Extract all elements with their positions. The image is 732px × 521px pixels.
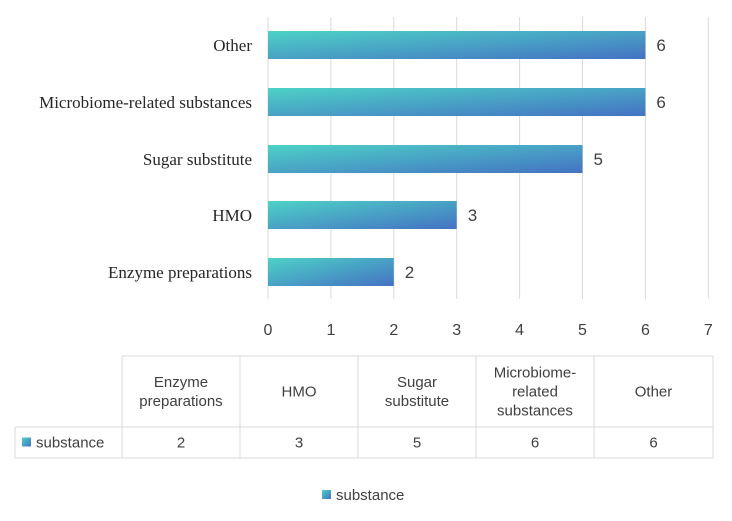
- table-cell: 6: [649, 435, 657, 452]
- table-row-label: substance: [36, 435, 104, 452]
- table-cell: 5: [413, 435, 421, 452]
- x-tick-label: 2: [389, 322, 398, 339]
- category-label: Enzyme preparations: [108, 263, 252, 282]
- x-axis-ticks: 0 1 2 3 4 5 6 7: [264, 322, 713, 339]
- data-label: 5: [594, 150, 603, 169]
- bars: [268, 31, 646, 286]
- legend-label: substance: [336, 487, 404, 504]
- table-cell: 6: [531, 435, 539, 452]
- table-header: Sugar substitute: [385, 374, 449, 410]
- bar: [268, 145, 583, 173]
- data-label: 3: [468, 206, 477, 225]
- legend: substance: [322, 487, 404, 504]
- bar: [268, 31, 646, 59]
- table-header: Other: [635, 384, 673, 401]
- data-table: Enzyme preparations HMO Sugar substitute Micr…: [14, 355, 714, 459]
- x-tick-label: 4: [515, 322, 524, 339]
- x-tick-label: 5: [578, 322, 587, 339]
- data-label: 6: [656, 93, 665, 112]
- category-label: Sugar substitute: [143, 150, 252, 169]
- table-header: HMO: [282, 384, 317, 401]
- data-label: 6: [656, 36, 665, 55]
- data-labels: 2 3 5 6 6: [405, 36, 666, 282]
- category-label: HMO: [212, 206, 252, 225]
- table-cell: 3: [295, 435, 303, 452]
- x-tick-label: 1: [326, 322, 335, 339]
- series-key-swatch: [22, 437, 31, 447]
- x-tick-label: 7: [704, 322, 713, 339]
- bar: [268, 258, 394, 286]
- x-tick-label: 6: [641, 322, 650, 339]
- legend-swatch: [322, 490, 331, 499]
- table-header: Enzyme preparations: [139, 374, 222, 410]
- x-tick-label: 0: [264, 322, 273, 339]
- data-label: 2: [405, 263, 414, 282]
- category-labels: Enzyme preparations HMO Sugar substitute Mi…: [39, 36, 252, 282]
- bar: [268, 201, 457, 229]
- x-tick-label: 3: [452, 322, 461, 339]
- category-label: Other: [213, 36, 252, 55]
- table-header: Microbiome-related substances: [494, 365, 577, 420]
- bar: [268, 88, 646, 116]
- table-cell: 2: [177, 435, 185, 452]
- category-label: Microbiome-related substances: [39, 93, 252, 112]
